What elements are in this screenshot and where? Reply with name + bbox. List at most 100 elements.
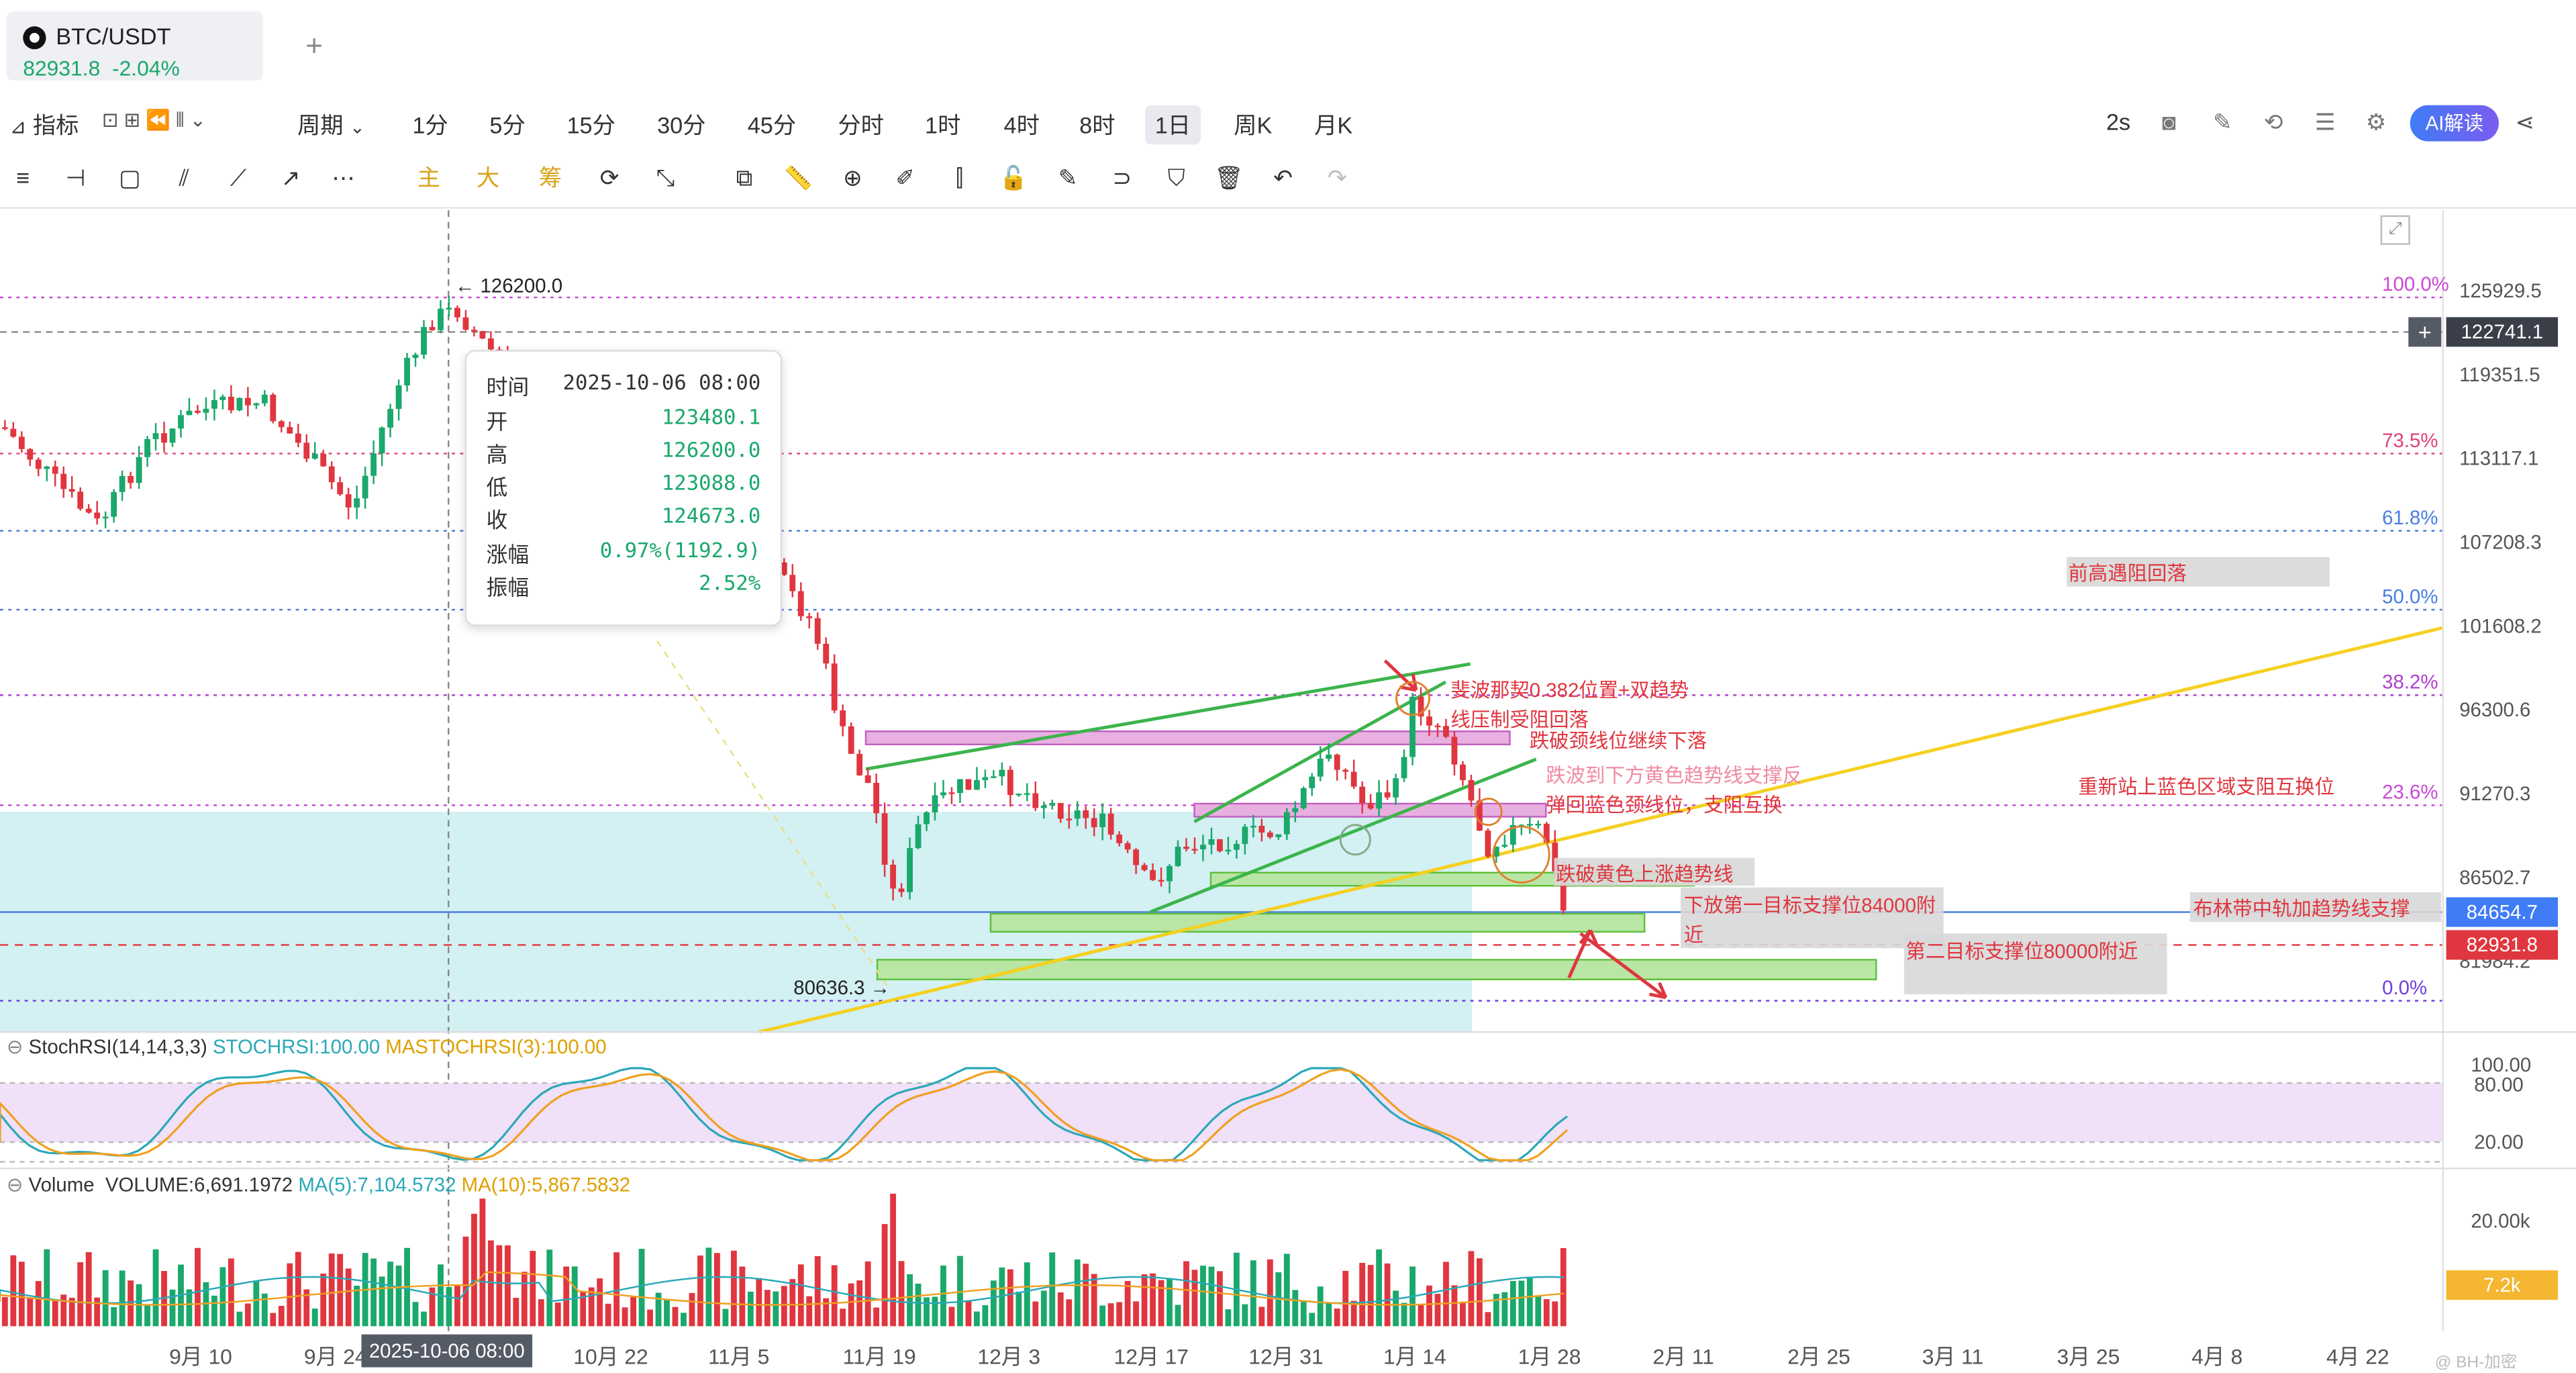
indicator-button[interactable]: ⊿ 指标 (9, 111, 79, 138)
big-order-toggle[interactable]: 大 (476, 164, 500, 191)
symbol-tab[interactable]: BTC/USDT 82931.8 -2.04% (6, 11, 263, 81)
price-label-4: 101608.2 (2459, 614, 2542, 638)
trash-icon[interactable]: 🗑 (1214, 164, 1244, 191)
candle-body (1350, 771, 1357, 787)
measure-icon[interactable]: ⤡ (656, 164, 675, 191)
volume-bar (295, 1251, 301, 1327)
volume-bar (1418, 1304, 1424, 1327)
volume-bar (588, 1287, 595, 1327)
volume-bar (781, 1286, 787, 1327)
share-icon[interactable]: ⋖ (2515, 108, 2535, 135)
volume-bar (1, 1296, 8, 1327)
period-6[interactable]: 1时 (925, 111, 961, 138)
add-price-alert-button[interactable]: + (2408, 317, 2442, 347)
period-0[interactable]: 1分 (412, 111, 448, 138)
candles-icon[interactable]: ⫿ (955, 164, 963, 191)
menu-icon[interactable]: ≡ (16, 164, 30, 191)
lock-icon[interactable]: 🔓 (999, 164, 1028, 191)
indicator-icon: ⊿ (9, 115, 27, 138)
collapse-icon[interactable]: ⊖ (6, 1173, 23, 1196)
gear-icon[interactable]: ⚙ (2365, 108, 2387, 135)
brush-icon[interactable]: ✐ (895, 164, 915, 191)
period-2[interactable]: 15分 (566, 111, 615, 138)
volume-bar (236, 1311, 243, 1327)
period-bar: ⊿ 指标 ⊡ ⊞ ⏪ ⫴ ⌄ 周期 ⌄ 1分 5分 15分 30分 45分 分时 1时 4时 8… (0, 102, 2576, 145)
ai-interpret-button[interactable]: AI解读 (2410, 105, 2499, 142)
annotation-target-1: 下放第一目标支撑位84000附 (1683, 894, 1936, 917)
volume-bar (287, 1263, 293, 1327)
ruler-icon[interactable]: 📏 (784, 164, 813, 191)
candle-body (161, 433, 167, 443)
add-tab-button[interactable]: + (305, 30, 324, 63)
layout-tools[interactable]: ⊡ ⊞ ⏪ ⫴ ⌄ (102, 109, 206, 134)
volume-bar (337, 1253, 344, 1327)
horizontal-line-icon[interactable]: ⊣ (65, 164, 86, 191)
candle-body (932, 795, 938, 812)
stochrsi-d-line (0, 1068, 1569, 1162)
chip-toggle[interactable]: 筹 (538, 164, 562, 191)
filter-icon[interactable]: ⛉ (1167, 164, 1185, 191)
trend-line-icon[interactable]: ⟋ (230, 164, 246, 191)
green-channel-upper (865, 662, 1471, 771)
period-select[interactable]: 周期 ⌄ (297, 111, 365, 138)
copy-icon[interactable]: ⧉ (736, 164, 753, 191)
stochrsi-title[interactable]: ⊖ StochRSI(14,14,3,3) STOCHRSI:100.00 MA… (6, 1035, 607, 1059)
candle-body (379, 427, 385, 454)
volume-bar (462, 1236, 469, 1327)
volume-bar (429, 1287, 436, 1327)
camera-icon[interactable]: ◙ (2162, 108, 2176, 135)
candle-body (1208, 839, 1215, 845)
volume-bar (814, 1256, 821, 1327)
volume-bar (68, 1297, 75, 1327)
main-indicator-toggle[interactable]: 主 (417, 164, 440, 191)
period-8[interactable]: 8时 (1079, 111, 1116, 138)
candle-body (119, 476, 126, 492)
volume-bar (990, 1280, 997, 1327)
price-axis[interactable] (2442, 210, 2576, 1033)
pen-icon[interactable]: ✎ (2213, 108, 2232, 135)
period-1[interactable]: 5分 (489, 111, 526, 138)
redo-icon[interactable]: ↷ (1328, 164, 1347, 191)
ray-icon[interactable]: ↗ (281, 164, 301, 191)
time-label-9: 1月 28 (1518, 1344, 1581, 1369)
magnet-icon[interactable]: ⊃ (1112, 164, 1132, 191)
collapse-icon[interactable]: ⊖ (6, 1035, 23, 1059)
fullscreen-icon[interactable]: ⤢ (2380, 215, 2410, 245)
more-icon[interactable]: ⋯ (332, 164, 355, 191)
candle-body (1, 427, 8, 429)
fib-label-5: 23.6% (2382, 780, 2438, 804)
zoom-icon[interactable]: ⊕ (842, 164, 862, 191)
candle-body (1485, 831, 1491, 857)
list-icon[interactable]: ☰ (2314, 108, 2336, 135)
volume-bar (44, 1249, 50, 1327)
auto-drawing-icon[interactable]: ⟳ (599, 164, 620, 191)
candle-body (1150, 869, 1156, 880)
volume-title[interactable]: ⊖ Volume VOLUME:6,691.1972 MA(5):7,104.5… (6, 1173, 631, 1196)
volume-bar (1150, 1273, 1156, 1327)
period-7[interactable]: 4时 (1003, 111, 1040, 138)
replay-icon[interactable]: ⟲ (2263, 108, 2283, 135)
candle-body (1560, 871, 1567, 911)
volume-bar (1443, 1262, 1449, 1327)
refresh-interval[interactable]: 2s (2106, 108, 2131, 135)
target-arrow (1579, 932, 1668, 1000)
undo-icon[interactable]: ↶ (1273, 164, 1293, 191)
volume-bar (1393, 1290, 1399, 1327)
candle-body (128, 476, 134, 483)
candle-body (1024, 793, 1030, 795)
volume-bar (1024, 1262, 1030, 1327)
period-4[interactable]: 45分 (747, 111, 797, 138)
period-11[interactable]: 月K (1314, 111, 1353, 138)
volume-bar (982, 1305, 989, 1327)
period-10[interactable]: 周K (1234, 111, 1273, 138)
period-3[interactable]: 30分 (657, 111, 706, 138)
note-icon[interactable]: ✎ (1058, 164, 1078, 191)
candle-body (957, 779, 963, 794)
parallel-channel-icon[interactable]: ⫽ (179, 164, 189, 191)
period-5[interactable]: 分时 (838, 111, 884, 138)
rectangle-icon[interactable]: ▢ (119, 164, 141, 191)
candle-body (228, 396, 234, 411)
period-9[interactable]: 1日 (1145, 105, 1201, 145)
